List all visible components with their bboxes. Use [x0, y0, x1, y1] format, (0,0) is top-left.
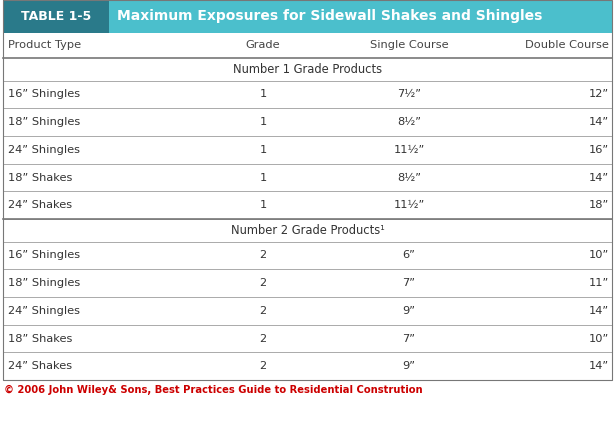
Bar — [3, 58, 612, 81]
Text: 1: 1 — [260, 145, 266, 155]
Text: 7”: 7” — [402, 333, 416, 344]
Bar — [3, 136, 612, 164]
Bar — [3, 108, 612, 136]
Bar — [3, 0, 612, 380]
Text: 2: 2 — [260, 250, 266, 261]
Text: 7½”: 7½” — [397, 89, 421, 100]
Bar — [3, 164, 612, 191]
Text: 8½”: 8½” — [397, 117, 421, 127]
Text: 18” Shakes: 18” Shakes — [8, 333, 73, 344]
Text: 18” Shingles: 18” Shingles — [8, 278, 80, 288]
Text: 1: 1 — [260, 89, 266, 100]
Text: Double Course: Double Course — [525, 40, 609, 51]
Text: © 2006 John Wiley& Sons, Best Practices Guide to Residential Constrution: © 2006 John Wiley& Sons, Best Practices … — [4, 385, 423, 395]
Text: 24” Shingles: 24” Shingles — [8, 145, 80, 155]
Bar — [3, 242, 612, 269]
Text: 14”: 14” — [589, 361, 609, 372]
Text: Number 2 Grade Products¹: Number 2 Grade Products¹ — [231, 224, 384, 237]
Text: 10”: 10” — [589, 250, 609, 261]
Text: 11½”: 11½” — [394, 145, 424, 155]
Text: 18” Shingles: 18” Shingles — [8, 117, 80, 127]
Text: 24” Shakes: 24” Shakes — [8, 361, 72, 372]
Bar — [3, 33, 612, 58]
Text: Number 1 Grade Products: Number 1 Grade Products — [233, 63, 382, 76]
Text: 14”: 14” — [589, 172, 609, 183]
Text: 2: 2 — [260, 306, 266, 316]
Bar — [3, 219, 612, 242]
Text: 16” Shingles: 16” Shingles — [8, 89, 80, 100]
Bar — [3, 325, 612, 352]
Text: 18”: 18” — [589, 200, 609, 210]
Text: 24” Shingles: 24” Shingles — [8, 306, 80, 316]
Bar — [3, 269, 612, 297]
Text: 1: 1 — [260, 200, 266, 210]
Text: Grade: Grade — [245, 40, 280, 51]
Text: 2: 2 — [260, 333, 266, 344]
Text: 2: 2 — [260, 361, 266, 372]
Text: 14”: 14” — [589, 117, 609, 127]
Text: Product Type: Product Type — [8, 40, 81, 51]
Text: 14”: 14” — [589, 306, 609, 316]
Text: 18” Shakes: 18” Shakes — [8, 172, 73, 183]
Text: 16” Shingles: 16” Shingles — [8, 250, 80, 261]
Text: TABLE 1-5: TABLE 1-5 — [21, 10, 92, 23]
Text: 11”: 11” — [589, 278, 609, 288]
Text: 7”: 7” — [402, 278, 416, 288]
Text: 1: 1 — [260, 117, 266, 127]
Text: 6”: 6” — [403, 250, 415, 261]
Bar — [3, 297, 612, 325]
Text: 12”: 12” — [589, 89, 609, 100]
Text: 16”: 16” — [589, 145, 609, 155]
Text: 2: 2 — [260, 278, 266, 288]
Text: Single Course: Single Course — [370, 40, 448, 51]
Bar — [3, 81, 612, 108]
Text: Maximum Exposures for Sidewall Shakes and Shingles: Maximum Exposures for Sidewall Shakes an… — [117, 10, 542, 23]
Bar — [3, 191, 612, 219]
Text: 11½”: 11½” — [394, 200, 424, 210]
Bar — [109, 0, 612, 33]
Text: 1: 1 — [260, 172, 266, 183]
Bar — [3, 0, 109, 33]
Bar — [3, 352, 612, 380]
Text: 10”: 10” — [589, 333, 609, 344]
Text: 9”: 9” — [402, 306, 416, 316]
Text: 8½”: 8½” — [397, 172, 421, 183]
Text: 24” Shakes: 24” Shakes — [8, 200, 72, 210]
Text: 9”: 9” — [402, 361, 416, 372]
